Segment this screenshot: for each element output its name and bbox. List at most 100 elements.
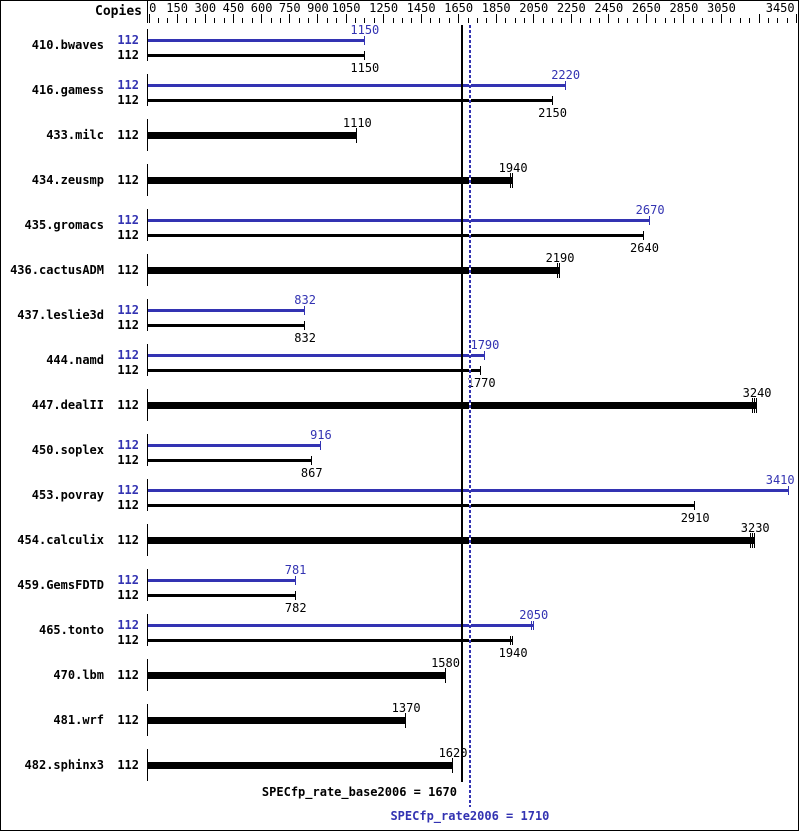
base-bar [148,99,553,102]
base-value-label: 1580 [431,656,460,670]
peak-bar [148,84,566,87]
base-reference-line [461,25,464,782]
axis-tick-label: 0 [149,1,157,15]
base-bar [148,54,365,57]
copies-value-peak: 112 [117,213,139,227]
bar-end-tick [559,262,561,278]
base-bar [148,402,758,409]
axis-tick [392,18,394,23]
copies-value-base: 112 [117,228,139,242]
base-bar [148,504,696,507]
axis-tick [739,18,741,23]
benchmark-label: 416.gamess [31,83,104,97]
copies-value-base: 112 [117,48,139,62]
base-bar [148,324,306,327]
axis-tick [430,18,431,23]
axis-tick [730,18,732,23]
benchmark-label: 447.dealII [31,398,104,412]
axis-tick [270,18,272,23]
axis-tick [655,18,657,23]
copies-value-base: 112 [117,263,139,277]
axis-tick [486,18,488,23]
axis-tick [570,14,572,23]
bar-end-tick [304,320,306,330]
axis-tick [326,18,328,23]
bar-end-tick [363,50,365,60]
base-value-label: 3230 [740,521,770,535]
base-value-label: 1620 [438,746,468,760]
axis-tick-label: 150 [166,1,188,15]
axis-tick [720,14,722,23]
copies-value-base: 112 [117,758,139,772]
axis-tick-label: 300 [194,1,217,15]
axis-tick [523,18,525,23]
benchmark-label: 454.calculix [17,533,104,547]
base-bar [148,459,312,462]
copies-value-base: 112 [117,633,139,647]
benchmark-label: 459.GemsFDTD [17,578,104,592]
copies-value-peak: 112 [117,33,139,47]
bar-end-tick [356,127,358,143]
axis-tick [242,18,244,23]
axis-tick [749,18,751,23]
axis-tick [308,18,309,23]
base-value-label: 1770 [466,376,496,390]
axis-tick [476,18,478,23]
axis-tick-label: 1650 [444,1,474,15]
bar-end-tick [452,757,454,773]
axis-tick [420,14,422,23]
peak-bar [148,39,365,42]
benchmark-label: 436.cactusADM [10,263,104,277]
peak-bar [148,624,534,627]
bar-end-tick [754,397,756,413]
copies-value-base: 112 [117,93,139,107]
axis-tick-label: 1050 [331,1,361,15]
bar-end-tick [643,230,645,240]
axis-tick [289,14,291,23]
axis-tick [345,14,347,23]
base-value-label: 1940 [498,161,528,175]
benchmark-label: 453.povray [31,488,104,502]
benchmark-label: 437.leslie3d [17,308,104,322]
axis-tick [317,14,319,23]
copies-column-header: Copies [95,4,142,19]
base-value-label: 1110 [342,116,372,130]
group-axis-bracket [147,434,148,466]
bar-end-tick [483,350,485,360]
peak-value-label: 781 [284,563,307,577]
base-bar [148,717,407,724]
peak-bar [148,354,485,357]
copies-value-base: 112 [117,128,139,142]
axis-tick [495,14,497,23]
group-axis-bracket [147,209,148,241]
base-bar [148,594,296,597]
group-axis-bracket [147,614,148,646]
axis-tick-label: 2250 [556,1,586,15]
benchmark-label: 444.namd [46,353,104,367]
base-value-label: 1370 [391,701,421,715]
bar-end-tick [557,262,559,278]
axis-tick [777,18,779,23]
group-axis-bracket [147,389,148,421]
bar-end-tick [694,500,696,510]
bar-end-tick [319,440,321,450]
base-value-label: 2150 [538,106,567,120]
peak-bar [148,219,651,222]
axis-tick [561,18,563,23]
axis-tick [214,18,216,23]
axis-tick [514,18,516,23]
group-axis-bracket [147,29,148,61]
group-axis-bracket [147,299,148,331]
bar-end-tick [530,620,532,630]
peak-value-label: 1790 [470,338,500,352]
group-axis-bracket [147,659,148,691]
bar-end-tick [787,485,789,495]
peak-value-label: 832 [294,293,316,307]
axis-tick-label: 1250 [369,1,399,15]
bar-end-tick [649,215,651,225]
axis-tick [692,18,694,23]
copies-value-peak: 112 [117,618,139,632]
axis-tick [767,18,769,23]
axis-tick [355,18,356,23]
